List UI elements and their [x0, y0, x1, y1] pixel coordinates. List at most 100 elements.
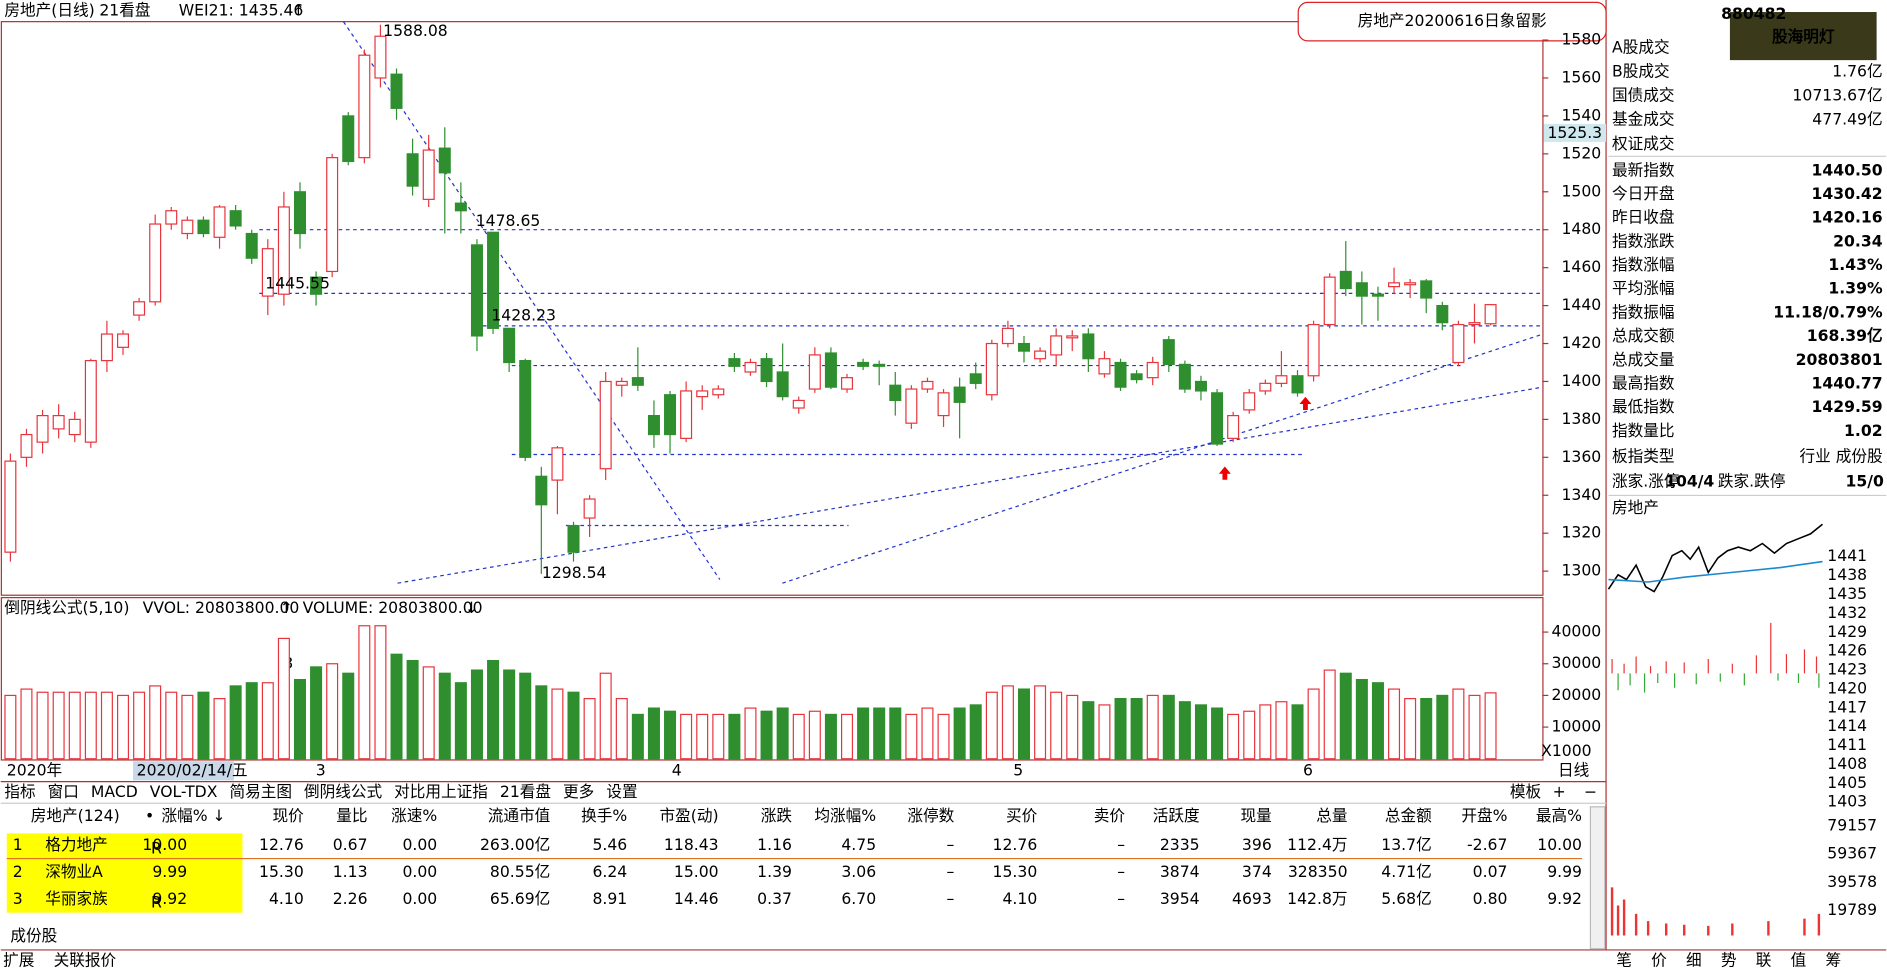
- candle-body: [133, 301, 146, 316]
- y-tick-label: 1540: [1561, 105, 1601, 124]
- volume-bar: [921, 707, 934, 760]
- volume-bar: [1082, 701, 1095, 760]
- button[interactable]: 扩展: [3, 950, 35, 969]
- annotation: 1428.23: [491, 306, 556, 325]
- y-tick-label: 1380: [1561, 409, 1601, 428]
- candle-body: [1211, 392, 1224, 445]
- label: 基金成交: [1612, 110, 1675, 129]
- button[interactable]: 细: [1686, 950, 1702, 969]
- candle-body: [1082, 333, 1095, 360]
- volume-bar: [776, 707, 789, 760]
- table-cell: 8.91: [592, 889, 627, 908]
- label: 平均涨幅: [1612, 279, 1675, 298]
- table-header: 活跃度: [1153, 806, 1200, 825]
- candle-body: [36, 414, 49, 443]
- button[interactable]: 联: [1756, 950, 1772, 969]
- table-header: 涨幅%: [161, 806, 207, 825]
- banner-box: [1297, 1, 1607, 42]
- tab[interactable]: VOL-TDX: [150, 782, 218, 801]
- tab[interactable]: 倒阴线公式: [304, 782, 383, 801]
- table-cell: 263.00亿: [480, 835, 550, 854]
- y-tick-label: 1580: [1561, 30, 1601, 49]
- button[interactable]: 价: [1651, 950, 1667, 969]
- volume-bar: [374, 625, 387, 760]
- tab[interactable]: 成份股: [10, 926, 57, 945]
- volume-bar: [487, 659, 500, 760]
- table-header: •: [145, 806, 154, 825]
- y-tick-label: 79157: [1827, 816, 1877, 835]
- candle-body: [1001, 327, 1014, 345]
- table-cell: 0.07: [1473, 862, 1508, 881]
- tab[interactable]: 设置: [606, 782, 637, 801]
- scrollbar[interactable]: [1589, 806, 1606, 950]
- candle-body: [1130, 373, 1143, 381]
- candle-body: [213, 206, 226, 238]
- table-cell: –: [947, 889, 955, 908]
- volume-bar: [310, 666, 323, 760]
- table-cell: 12.76: [259, 835, 304, 854]
- tab[interactable]: 窗口: [48, 782, 79, 801]
- candle-body: [197, 219, 210, 235]
- candle-body: [889, 384, 902, 402]
- label: 权证成交: [1612, 134, 1675, 153]
- y-tick-label: 1420: [1827, 678, 1867, 697]
- tab[interactable]: 指标: [4, 782, 35, 801]
- button[interactable]: 关联报价: [54, 950, 117, 969]
- label: 11.18/0.79%: [1773, 302, 1883, 321]
- tab[interactable]: 21看盘: [500, 782, 551, 801]
- volume-bar: [1420, 697, 1433, 760]
- y-tick-label: 30000: [1552, 653, 1602, 672]
- tab[interactable]: 模板: [1510, 782, 1542, 801]
- table-header: 涨速%: [391, 806, 437, 825]
- volume-bar: [1243, 710, 1256, 760]
- y-tick-label: 1340: [1561, 485, 1601, 504]
- volume-bar: [1001, 685, 1014, 760]
- trend-line: [397, 386, 1543, 584]
- tab[interactable]: −: [1584, 782, 1597, 801]
- volume-bar: [84, 691, 97, 760]
- volume-bar: [1098, 704, 1111, 760]
- cursor-label: 1525.3: [1547, 123, 1602, 142]
- candle-body: [374, 35, 387, 79]
- table-cell: 15.30: [259, 862, 304, 881]
- volume-bar: [937, 713, 950, 760]
- y-tick-label: 1360: [1561, 447, 1601, 466]
- tab[interactable]: MACD: [91, 782, 138, 801]
- volume-bar: [1114, 697, 1127, 760]
- candle-body: [1275, 375, 1288, 384]
- candle-body: [68, 418, 81, 436]
- candle-body: [438, 147, 451, 174]
- button[interactable]: 筹: [1826, 950, 1842, 969]
- candle-body: [229, 210, 242, 227]
- volume-bar: [1371, 682, 1384, 760]
- x-tick-label: 3: [316, 760, 326, 779]
- button[interactable]: 势: [1721, 950, 1737, 969]
- candle-body: [52, 414, 65, 430]
- intraday-volume-down: [1617, 673, 1820, 693]
- candle-body: [519, 359, 532, 458]
- candle-body: [84, 359, 97, 443]
- tab[interactable]: 对比用上证指: [394, 782, 488, 801]
- volume-bar: [438, 672, 451, 760]
- button[interactable]: 笔: [1616, 950, 1632, 969]
- candle-body: [1098, 358, 1111, 375]
- candle-body: [551, 447, 564, 481]
- tab[interactable]: 更多: [563, 782, 594, 801]
- table-cell: 80.55亿: [490, 862, 550, 881]
- tab[interactable]: +: [1553, 782, 1566, 801]
- candle-body: [4, 460, 17, 553]
- y-tick-label: 1440: [1561, 295, 1601, 314]
- label: ↓: [465, 598, 478, 617]
- tab[interactable]: 简易主图: [229, 782, 292, 801]
- annotation: 1445.55: [265, 273, 330, 292]
- volume-bar: [1452, 688, 1465, 760]
- candle-body: [310, 276, 323, 295]
- label: 指数涨幅: [1612, 255, 1675, 274]
- volume-bar: [841, 713, 854, 760]
- y-tick-label: 1403: [1827, 792, 1867, 811]
- candle-body: [20, 433, 33, 458]
- button[interactable]: 值: [1791, 950, 1807, 969]
- volume-bar: [390, 653, 403, 760]
- label: 板指类型: [1612, 446, 1675, 465]
- candle-body: [728, 358, 741, 367]
